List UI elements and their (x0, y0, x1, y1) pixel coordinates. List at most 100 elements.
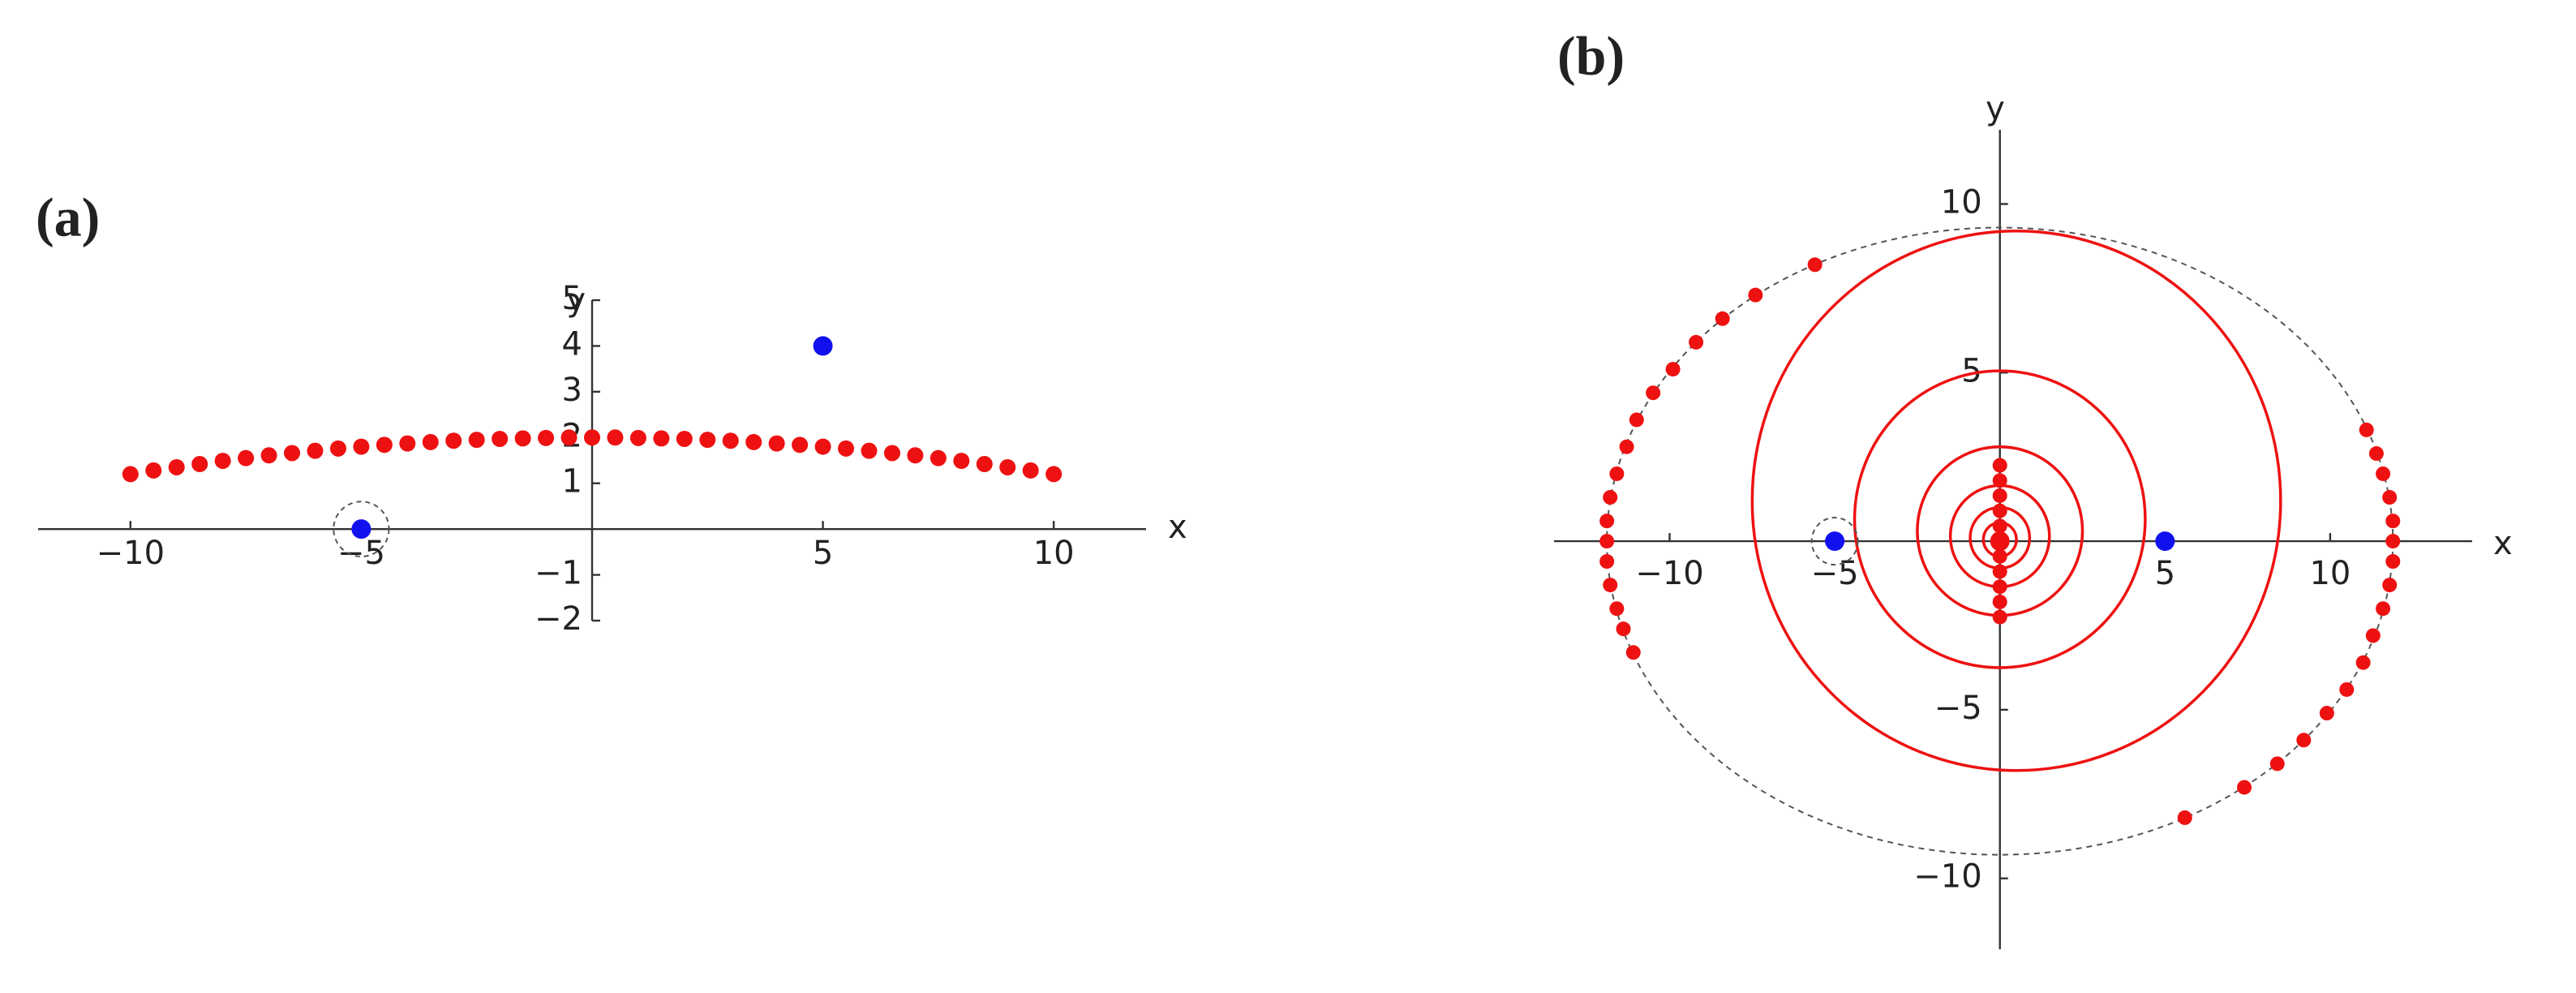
point (676, 430, 693, 447)
point (468, 432, 485, 449)
spiral-loop (1750, 229, 2282, 772)
point (1603, 578, 1618, 593)
point (1992, 548, 2007, 564)
y-tick-label: 5 (562, 280, 582, 317)
point (1992, 564, 2007, 579)
point (2365, 628, 2381, 643)
point (1807, 257, 1823, 273)
point (1619, 439, 1634, 454)
point (191, 456, 208, 473)
point (1599, 554, 1615, 570)
point (214, 453, 231, 470)
point (2385, 534, 2401, 549)
point (376, 436, 393, 454)
y-tick-label: −2 (535, 600, 582, 638)
y-tick-label: −1 (535, 555, 582, 592)
point (2368, 446, 2384, 462)
point (1599, 534, 1615, 549)
point (538, 429, 555, 446)
point (329, 440, 346, 457)
point (1625, 645, 1641, 660)
point (1599, 514, 1615, 529)
point (1022, 462, 1039, 479)
point (2376, 466, 2391, 481)
point (722, 432, 739, 449)
x-tick-label: −10 (1635, 555, 1703, 592)
point (492, 430, 509, 447)
x-axis-label: x (1168, 509, 1187, 546)
point (907, 447, 924, 464)
point (953, 453, 970, 470)
point (1748, 287, 1763, 303)
point (2296, 733, 2312, 748)
y-tick-label: 4 (562, 325, 582, 363)
x-tick-label: −5 (1811, 555, 1859, 592)
point (1992, 594, 2007, 609)
point (792, 436, 809, 454)
point (351, 519, 371, 539)
point (284, 445, 301, 462)
point (2269, 756, 2285, 772)
point (1045, 466, 1063, 483)
point (2382, 490, 2398, 505)
point (1665, 362, 1681, 377)
point (1629, 412, 1644, 428)
point (2177, 810, 2192, 825)
point (930, 449, 947, 466)
y-axis-label: y (566, 282, 586, 319)
point (1992, 458, 2007, 473)
point (2376, 601, 2391, 617)
point (145, 462, 162, 479)
x-tick-label: 5 (813, 535, 833, 572)
point (699, 432, 716, 449)
point (1992, 503, 2007, 518)
point (1609, 601, 1625, 617)
y-tick-label: 10 (1941, 183, 1982, 221)
point (238, 449, 255, 466)
y-tick-label: −10 (1913, 858, 1981, 896)
point (1992, 473, 2007, 488)
point (814, 438, 831, 455)
highlight-circle (1810, 516, 1859, 566)
point (422, 433, 439, 450)
y-axis-label: y (1986, 90, 2005, 127)
y-tick-label: −5 (1934, 690, 1982, 727)
point (768, 435, 785, 452)
point (584, 429, 600, 446)
point (514, 430, 531, 447)
point (1609, 466, 1625, 481)
point (353, 438, 370, 455)
x-tick-label: 10 (2309, 555, 2351, 592)
point (1992, 488, 2007, 503)
point (307, 442, 324, 459)
x-tick-label: 10 (1033, 535, 1075, 572)
panel-label: (b) (1557, 25, 1625, 87)
point (560, 429, 577, 446)
point (1689, 334, 1704, 350)
x-tick-label: 5 (2155, 555, 2175, 592)
point (883, 445, 900, 462)
point (2385, 554, 2401, 570)
point (999, 458, 1016, 475)
point (168, 458, 185, 475)
x-tick-label: −10 (97, 535, 165, 572)
point (399, 435, 416, 452)
point (1992, 534, 2007, 549)
point (629, 429, 646, 446)
point (1603, 490, 1618, 505)
point (1992, 609, 2007, 625)
point (2355, 655, 2371, 670)
x-tick-label: −5 (337, 535, 385, 572)
point (861, 442, 878, 459)
point (2359, 422, 2374, 437)
point (1715, 311, 1730, 326)
point (1616, 621, 1631, 637)
point (745, 433, 762, 450)
y-tick-label: 5 (1961, 352, 1981, 389)
point (1825, 531, 1845, 552)
point (2339, 681, 2355, 697)
point (122, 466, 139, 483)
point (2155, 531, 2175, 552)
y-tick-label: 3 (562, 372, 582, 409)
y-tick-label: 1 (562, 463, 582, 501)
